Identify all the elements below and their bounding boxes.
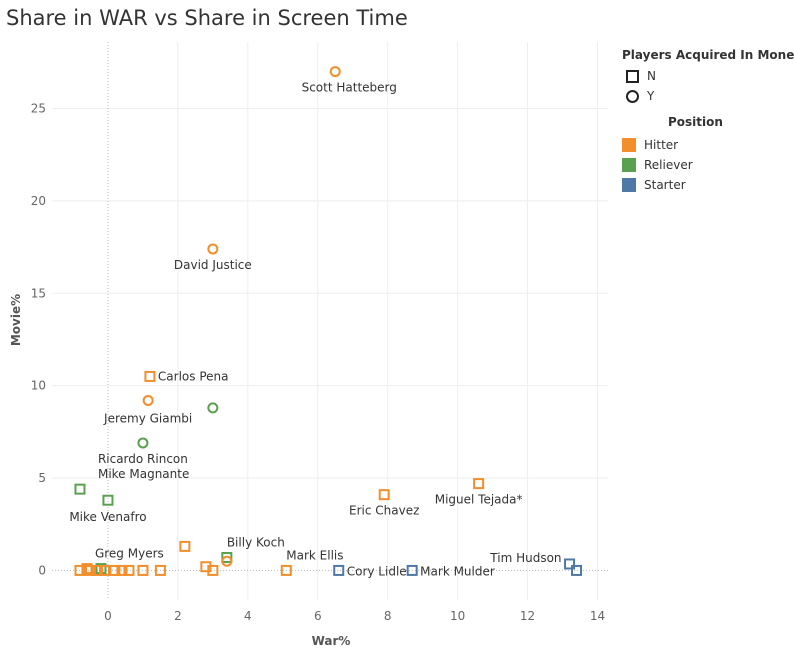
y-tick-label: 20 [31, 194, 46, 208]
point-hitter[interactable] [74, 564, 86, 576]
point-label: Carlos Pena [158, 369, 229, 383]
point-hitter-acquired[interactable] [329, 66, 341, 78]
y-tick-label: 5 [38, 471, 46, 485]
point-hitter[interactable] [116, 564, 128, 576]
zero-lines [52, 42, 608, 600]
point-label: Ricardo Rincon [98, 452, 188, 466]
point-label: Mike Magnante [98, 467, 189, 481]
color-swatch [622, 138, 636, 152]
grid-layer [52, 42, 608, 600]
point-starter[interactable] [571, 564, 583, 576]
legend-item-label: Y [647, 89, 655, 103]
point-label: Tim Hudson [489, 551, 561, 565]
square-icon [626, 69, 639, 83]
point-hitter[interactable] [179, 540, 191, 552]
circle-icon [626, 89, 639, 103]
legend-acquired: Players Acquired In Moneyball N Y [622, 48, 794, 106]
x-tick-label: 4 [244, 609, 252, 623]
point-label: Mike Venafro [69, 510, 146, 524]
legend-position: Position Hitter Reliever Starter [622, 115, 723, 195]
point-hitter-acquired[interactable] [221, 555, 233, 567]
point-reliever[interactable] [221, 552, 233, 564]
y-tick-label: 0 [38, 563, 46, 577]
x-tick-label: 8 [384, 609, 392, 623]
point-hitter[interactable] [378, 489, 390, 501]
y-tick-label: 10 [31, 379, 46, 393]
point-starter[interactable] [564, 558, 576, 570]
legend-item-label: N [647, 69, 656, 83]
color-swatch [622, 158, 636, 172]
point-hitter[interactable] [123, 564, 135, 576]
y-tick-label: 25 [31, 102, 46, 116]
data-points [74, 66, 583, 576]
x-axis-label: War% [312, 634, 351, 648]
point-hitter[interactable] [473, 478, 485, 490]
point-reliever[interactable] [102, 494, 114, 506]
legend-acquired-title: Players Acquired In Moneyball [622, 48, 794, 62]
legend-position-title: Position [668, 115, 723, 129]
point-hitter[interactable] [280, 564, 292, 576]
point-label: David Justice [174, 258, 252, 272]
point-hitter[interactable] [109, 564, 121, 576]
point-label: Eric Chavez [349, 504, 419, 518]
legend-item-label: Reliever [644, 158, 693, 172]
point-label: Greg Myers [95, 547, 164, 561]
x-tick-label: 6 [314, 609, 322, 623]
point-reliever-acquired[interactable] [137, 437, 149, 449]
x-tick-label: 10 [450, 609, 465, 623]
point-reliever[interactable] [74, 483, 86, 495]
point-label: Mark Ellis [286, 548, 343, 562]
point-hitter[interactable] [144, 370, 156, 382]
point-labels: Scott Hatteberg David Justice Carlos Pena J… [69, 81, 561, 579]
point-hitter[interactable] [81, 563, 93, 575]
x-tick-label: 14 [590, 609, 605, 623]
x-tick-label: 12 [520, 609, 535, 623]
point-hitter[interactable] [91, 564, 103, 576]
point-label: Cory Lidle [347, 564, 407, 578]
point-hitter[interactable] [154, 564, 166, 576]
x-tick-label: 0 [104, 609, 112, 623]
point-label: Miguel Tejada* [435, 493, 523, 507]
point-label: Mark Mulder [420, 564, 495, 578]
legend-item-reliever[interactable]: Reliever [622, 155, 723, 175]
tick-labels: 0 2 4 6 8 10 12 14 0 5 10 15 20 25 [31, 102, 605, 623]
legend-item-y[interactable]: Y [626, 86, 794, 106]
point-starter[interactable] [333, 564, 345, 576]
point-hitter[interactable] [207, 564, 219, 576]
y-tick-label: 15 [31, 286, 46, 300]
legend-item-starter[interactable]: Starter [622, 175, 723, 195]
legend-item-label: Starter [644, 178, 686, 192]
point-reliever[interactable] [95, 563, 107, 575]
point-hitter[interactable] [98, 564, 110, 576]
legend-item-hitter[interactable]: Hitter [622, 135, 723, 155]
point-hitter[interactable] [84, 564, 96, 576]
legend-item-label: Hitter [644, 138, 679, 152]
color-swatch [622, 178, 636, 192]
legend-item-n[interactable]: N [626, 66, 794, 86]
point-label: Jeremy Giambi [103, 411, 192, 425]
point-hitter-acquired[interactable] [207, 243, 219, 255]
point-hitter-acquired[interactable] [142, 394, 154, 406]
x-tick-label: 2 [174, 609, 182, 623]
point-starter[interactable] [406, 564, 418, 576]
point-reliever-acquired[interactable] [207, 402, 219, 414]
y-axis-label: Movie% [9, 294, 23, 346]
chart-title: Share in WAR vs Share in Screen Time [6, 6, 408, 30]
point-label: Billy Koch [227, 536, 285, 550]
point-label: Scott Hatteberg [302, 81, 397, 95]
point-hitter[interactable] [137, 564, 149, 576]
